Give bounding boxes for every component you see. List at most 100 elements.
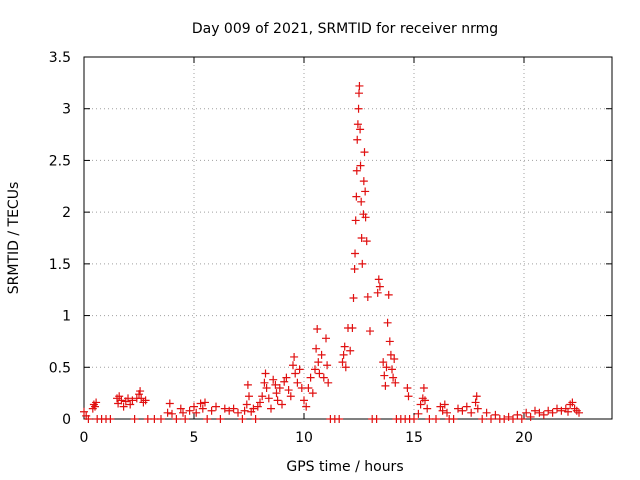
data-point (357, 234, 366, 242)
data-point (91, 402, 99, 411)
data-point (196, 399, 205, 408)
data-point (373, 288, 382, 297)
data-point (273, 396, 282, 405)
x-tick-label: 10 (295, 430, 313, 446)
data-point (568, 398, 577, 407)
data-point (338, 358, 347, 367)
data-point (366, 327, 374, 336)
data-point (324, 378, 333, 387)
data-point (382, 363, 391, 372)
data-point (354, 104, 363, 113)
data-point (317, 350, 326, 359)
data-point (249, 404, 258, 413)
data-point (359, 177, 368, 186)
data-point (341, 363, 350, 372)
data-point (353, 120, 362, 129)
data-point (181, 415, 190, 423)
data-point (379, 358, 388, 367)
data-point (89, 400, 98, 409)
data-point (251, 415, 260, 423)
data-point (302, 402, 311, 411)
data-point (440, 400, 449, 409)
data-point (388, 365, 396, 374)
data-point (443, 408, 451, 417)
data-point (355, 81, 364, 90)
data-point (289, 361, 297, 370)
data-point (258, 392, 267, 401)
data-point (438, 406, 447, 415)
data-point (284, 386, 293, 395)
data-point (389, 373, 398, 382)
data-point (391, 378, 400, 387)
data-point (410, 415, 418, 423)
data-point (80, 407, 88, 416)
x-tick-label: 15 (405, 430, 423, 446)
data-point (267, 404, 275, 413)
data-point (165, 399, 174, 408)
y-tick-label: 0 (62, 412, 71, 428)
data-point (293, 378, 302, 387)
data-point (286, 392, 295, 401)
data-point (449, 415, 458, 423)
data-point (482, 408, 491, 417)
grid-lines (84, 57, 612, 419)
x-axis-label: GPS time / hours (286, 459, 403, 475)
data-point (272, 389, 281, 398)
data-point (157, 415, 165, 423)
data-point (128, 396, 137, 405)
data-point (295, 365, 304, 374)
data-point (513, 410, 522, 419)
data-point (351, 216, 360, 225)
data-point (282, 373, 291, 382)
data-point (269, 375, 278, 384)
data-points (80, 81, 583, 423)
data-point (323, 361, 332, 370)
data-point (350, 265, 359, 274)
data-point (137, 394, 146, 403)
data-point (553, 404, 561, 413)
data-point (220, 404, 229, 413)
data-point (358, 259, 367, 268)
x-tick-label: 20 (515, 430, 533, 446)
data-point (419, 383, 428, 392)
data-point (491, 410, 500, 419)
x-tick-label: 5 (190, 430, 199, 446)
data-point (348, 323, 357, 332)
data-point (130, 415, 139, 423)
data-point (421, 396, 429, 405)
data-point (203, 415, 212, 423)
data-point (172, 415, 181, 423)
data-point (356, 161, 365, 170)
y-tick-label: 3 (62, 102, 71, 118)
data-point (185, 406, 194, 415)
data-point (207, 406, 216, 415)
data-point (124, 394, 132, 403)
data-point (340, 342, 349, 351)
data-point (335, 415, 344, 423)
data-point (385, 337, 394, 346)
chart-title: Day 009 of 2021, SRMTID for receiver nrm… (192, 21, 498, 37)
data-point (106, 415, 115, 423)
data-point (360, 148, 369, 157)
data-point (339, 350, 348, 359)
y-tick-label: 3.5 (49, 50, 71, 66)
data-point (290, 352, 299, 361)
data-point (311, 365, 319, 374)
data-point (526, 412, 535, 421)
data-point (403, 383, 412, 392)
y-tick-label: 1.5 (49, 257, 71, 273)
data-point (119, 402, 128, 411)
data-point (190, 402, 198, 411)
data-point (304, 383, 313, 392)
data-point (179, 408, 187, 417)
data-point (201, 398, 209, 407)
data-point (238, 415, 247, 423)
y-tick-label: 2 (62, 205, 71, 221)
data-point (548, 408, 557, 417)
data-point (256, 398, 264, 407)
data-point (362, 237, 371, 246)
data-point (198, 404, 207, 413)
data-point (253, 402, 262, 411)
data-point (243, 380, 252, 389)
